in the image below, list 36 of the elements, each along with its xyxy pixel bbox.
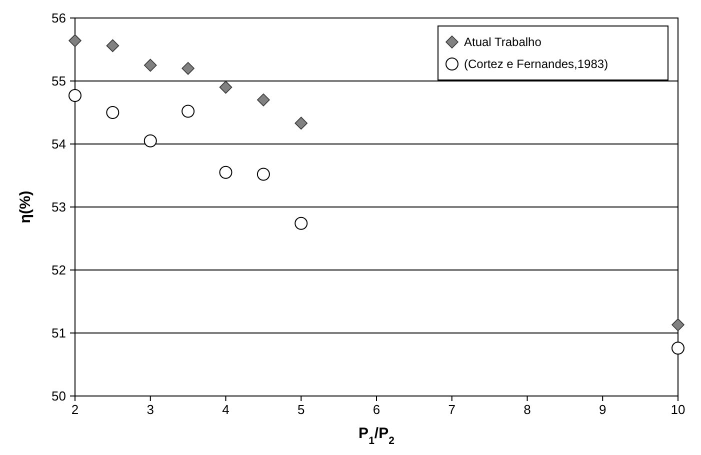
y-tick-label: 56 — [52, 10, 66, 26]
x-tick-label: 6 — [372, 402, 380, 417]
x-axis-title: P$_{1}$/P$_{2}$ — [358, 425, 395, 447]
y-tick-label: 50 — [52, 388, 66, 404]
point — [68, 34, 82, 48]
y-tick-label: 55 — [52, 74, 66, 88]
point — [257, 94, 270, 106]
point — [182, 62, 194, 75]
x-tick-label: 3 — [146, 402, 154, 417]
legend-label: Atual Trabalho — [464, 35, 542, 49]
point — [68, 88, 82, 102]
point — [294, 216, 308, 230]
y-tick-label: 52 — [52, 262, 66, 278]
y-axis-title: η(%) — [17, 190, 34, 224]
point — [256, 168, 270, 181]
legend-label: (Cortez e Fernandes,1983) — [464, 57, 608, 71]
point — [219, 80, 232, 94]
x-tick-label: 8 — [524, 402, 531, 417]
point — [672, 342, 684, 355]
point — [182, 104, 195, 118]
x-tick-label: 4 — [222, 402, 230, 417]
point — [106, 106, 120, 119]
y-tick-label: 54 — [52, 136, 66, 152]
x-tick-label: 9 — [599, 402, 606, 417]
point — [144, 134, 157, 148]
y-tick-label: 51 — [52, 326, 66, 340]
point — [106, 39, 120, 52]
point — [672, 318, 684, 332]
x-tick-label: 7 — [448, 402, 456, 417]
x-tick-label: 10 — [670, 402, 686, 417]
point — [144, 58, 157, 72]
x-tick-label: 5 — [298, 402, 305, 417]
point — [294, 116, 308, 130]
y-tick-label: 53 — [52, 200, 66, 214]
point — [219, 166, 232, 179]
x-tick-label: 2 — [71, 402, 79, 417]
